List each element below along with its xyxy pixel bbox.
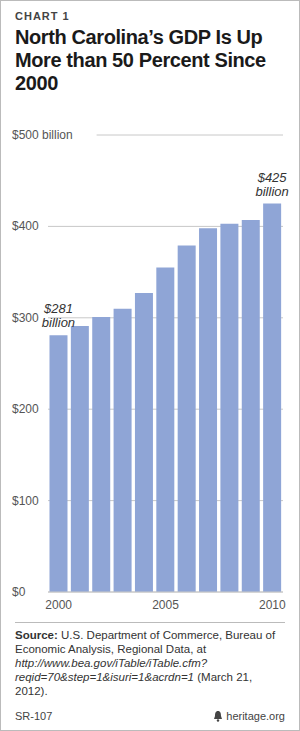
svg-text:2005: 2005 (152, 598, 179, 612)
html-text:heritage.org: heritage.org (226, 710, 285, 722)
html-text:SR-107: SR-107 (15, 710, 53, 722)
svg-text:$281billion: $281billion (42, 301, 75, 330)
svg-text:$300: $300 (12, 311, 39, 325)
svg-text:$100: $100 (12, 494, 39, 508)
svg-text:$425billion: $425billion (256, 170, 289, 199)
html-text:Source: U.S. Department of Com: Source: U.S. Department of Commerce, Bur… (15, 629, 276, 655)
html-text:CHART 1: CHART 1 (15, 10, 70, 22)
svg-text:$500 billion: $500 billion (12, 128, 73, 142)
svg-text:$0: $0 (12, 585, 26, 599)
html-text:http://www.bea.gov/iTable/iTab: http://www.bea.gov/iTable/iTable.cfm?req… (15, 657, 253, 697)
svg-text:2000: 2000 (45, 598, 72, 612)
html-text:North Carolina’s GDP Is Up Mor: North Carolina’s GDP Is Up More than 50 … (15, 26, 266, 94)
svg-text:$400: $400 (12, 219, 39, 233)
svg-text:$200: $200 (12, 402, 39, 416)
svg-text:2010: 2010 (259, 598, 286, 612)
